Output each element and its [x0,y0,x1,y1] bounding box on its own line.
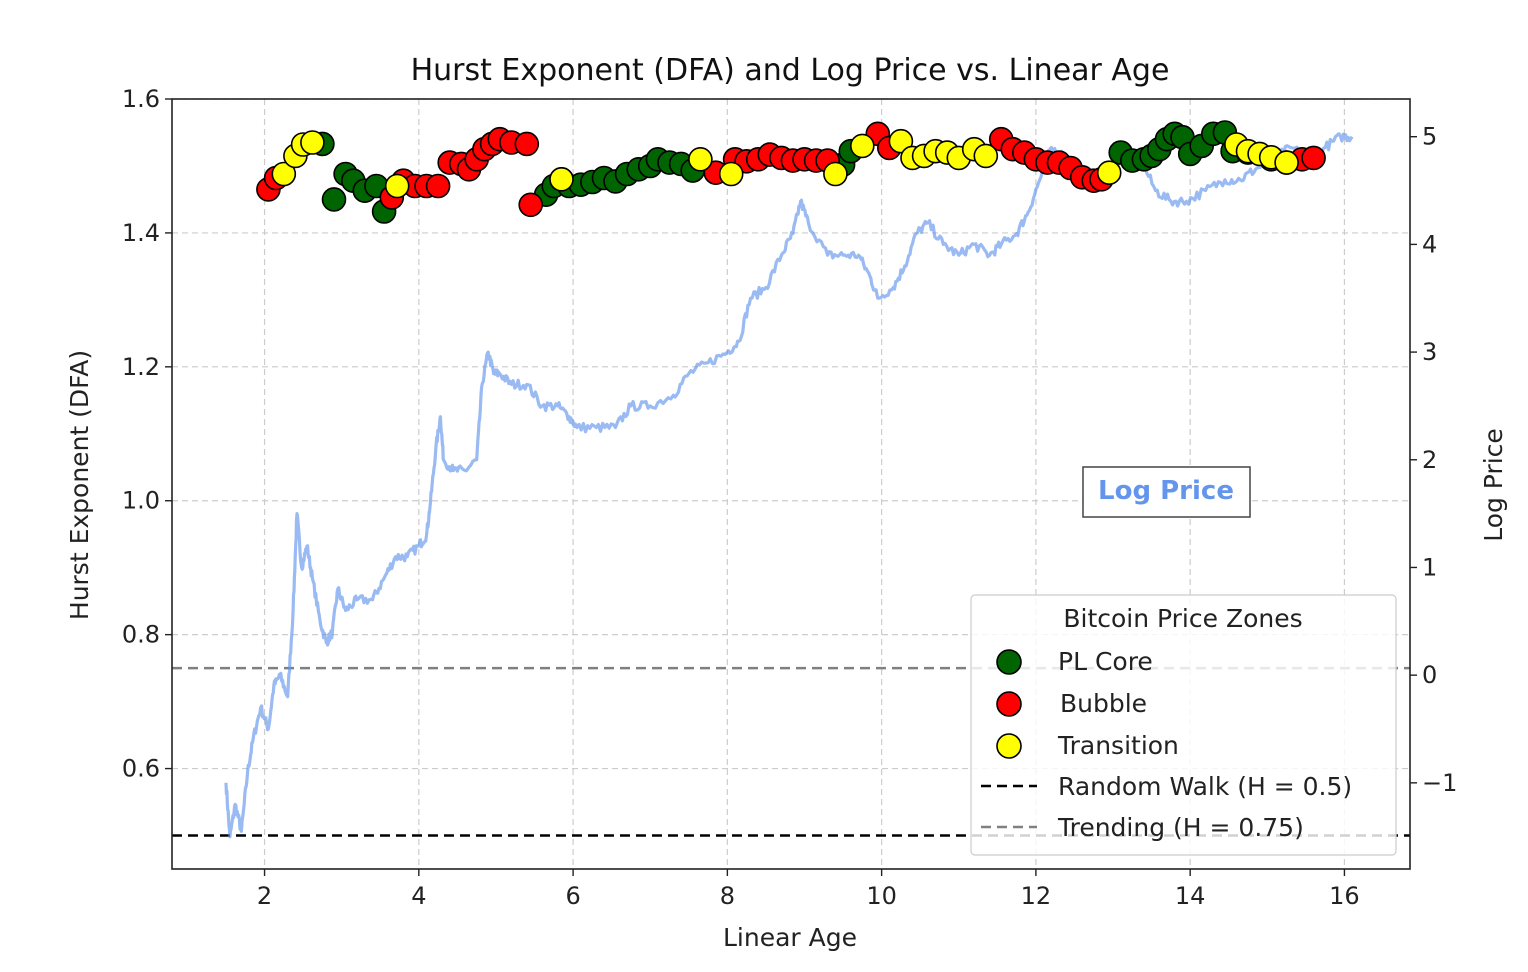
x-tick-label: 10 [866,882,897,910]
chart-title: Hurst Exponent (DFA) and Log Price vs. L… [411,53,1170,88]
x-tick-label: 4 [411,882,426,910]
y-right-tick-label: 4 [1422,230,1437,258]
y-right-tick-label: −1 [1422,769,1457,797]
log-price-annotation: Log Price [1082,466,1251,518]
transition-point [1096,160,1122,185]
scatter-layer [256,120,1326,224]
x-tick-label: 12 [1021,882,1052,910]
legend-label-trending: Trending (H = 0.75) [1057,813,1304,842]
legend-marker-transition [996,733,1022,759]
bubble-point [425,173,451,199]
y-tick-label: 1.2 [122,353,160,381]
y-right-tick-label: 2 [1422,446,1437,474]
y-right-tick-label: 3 [1422,338,1437,366]
y-tick-label: 1.4 [122,219,160,247]
x-tick-label: 14 [1175,882,1206,910]
transition-point [549,167,574,192]
y-tick-label: 0.6 [122,755,160,783]
legend-label-bubble: Bubble [1060,689,1147,718]
legend-label-transition: Transition [1057,731,1179,760]
y-axis-label: Hurst Exponent (DFA) [65,350,94,620]
y-axis-ticks: 0.6 0.8 1.0 1.2 1.4 1.6 [122,85,172,783]
plot-frame [171,98,1411,870]
transition-point [384,173,410,199]
x-tick-label: 8 [720,882,735,910]
y-tick-label: 1.0 [122,487,160,515]
legend-label-pl-core: PL Core [1058,647,1153,676]
x-tick-label: 16 [1329,882,1360,910]
bubble-point [518,192,544,218]
y-right-axis-label: Log Price [1479,428,1508,542]
transition-point [688,147,713,172]
y-right-tick-label: 0 [1422,661,1437,689]
annotation-box [1082,466,1251,518]
transition-point [1274,150,1299,175]
x-tick-label: 2 [257,882,272,910]
legend: Bitcoin Price Zones PL Core Bubble Trans… [970,594,1397,856]
legend-title: Bitcoin Price Zones [1063,604,1302,633]
y-right-axis-ticks: −1 0 1 2 3 4 5 [1410,123,1457,797]
legend-label-random-walk: Random Walk (H = 0.5) [1058,772,1352,801]
y-tick-label: 0.8 [122,621,160,649]
transition-point [888,128,914,154]
bubble-point [514,131,540,157]
x-axis-label: Linear Age [723,923,857,952]
transition-point [718,161,744,187]
pl-core-point [321,187,347,212]
y-tick-label: 1.6 [122,85,160,113]
x-tick-label: 6 [565,882,580,910]
y-right-tick-label: 5 [1422,123,1437,151]
transition-point [849,133,875,159]
y-right-tick-label: 1 [1422,553,1437,581]
legend-marker-pl-core [996,649,1022,675]
bubble-point [1301,145,1326,171]
x-axis-ticks: 2 4 6 8 10 12 14 16 [257,869,1360,910]
legend-box [970,594,1397,856]
transition-point [300,130,325,155]
transition-point [973,143,999,169]
legend-marker-bubble [996,691,1022,717]
transition-point [271,161,297,187]
annotation-text: Log Price [1098,476,1234,506]
transition-point [823,161,848,187]
